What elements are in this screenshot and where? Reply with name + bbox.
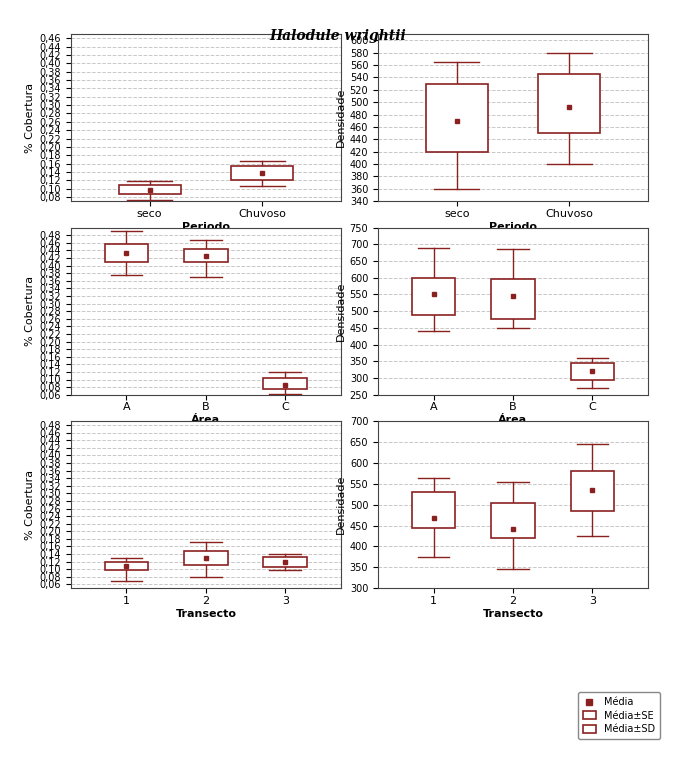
Bar bbox=[491, 502, 535, 538]
Bar bbox=[539, 74, 600, 133]
X-axis label: Periodo: Periodo bbox=[182, 222, 230, 231]
Y-axis label: % Cobertura: % Cobertura bbox=[25, 83, 35, 153]
X-axis label: Periodo: Periodo bbox=[489, 222, 537, 231]
Legend: Média, Média±SE, Média±SD: Média, Média±SE, Média±SD bbox=[578, 692, 660, 739]
Bar bbox=[491, 279, 535, 319]
X-axis label: Área: Área bbox=[191, 415, 221, 425]
Bar bbox=[184, 249, 227, 262]
Bar bbox=[119, 185, 180, 194]
Bar bbox=[263, 378, 307, 389]
Bar bbox=[105, 244, 148, 262]
Y-axis label: Densidade: Densidade bbox=[335, 88, 346, 147]
X-axis label: Transecto: Transecto bbox=[176, 609, 236, 619]
Y-axis label: Densidade: Densidade bbox=[335, 475, 346, 534]
Y-axis label: % Cobertura: % Cobertura bbox=[25, 276, 35, 346]
Text: Halodule wrightii: Halodule wrightii bbox=[269, 29, 406, 43]
Y-axis label: Densidade: Densidade bbox=[335, 282, 346, 341]
Bar bbox=[426, 83, 487, 152]
Bar bbox=[412, 492, 456, 528]
Bar bbox=[184, 551, 227, 565]
Y-axis label: % Cobertura: % Cobertura bbox=[25, 470, 35, 540]
X-axis label: Transecto: Transecto bbox=[483, 609, 543, 619]
Bar bbox=[570, 471, 614, 511]
Bar bbox=[412, 278, 456, 314]
Bar bbox=[231, 165, 293, 181]
X-axis label: Área: Área bbox=[498, 415, 528, 425]
Bar bbox=[263, 557, 307, 568]
Bar bbox=[570, 363, 614, 380]
Bar bbox=[105, 562, 148, 570]
